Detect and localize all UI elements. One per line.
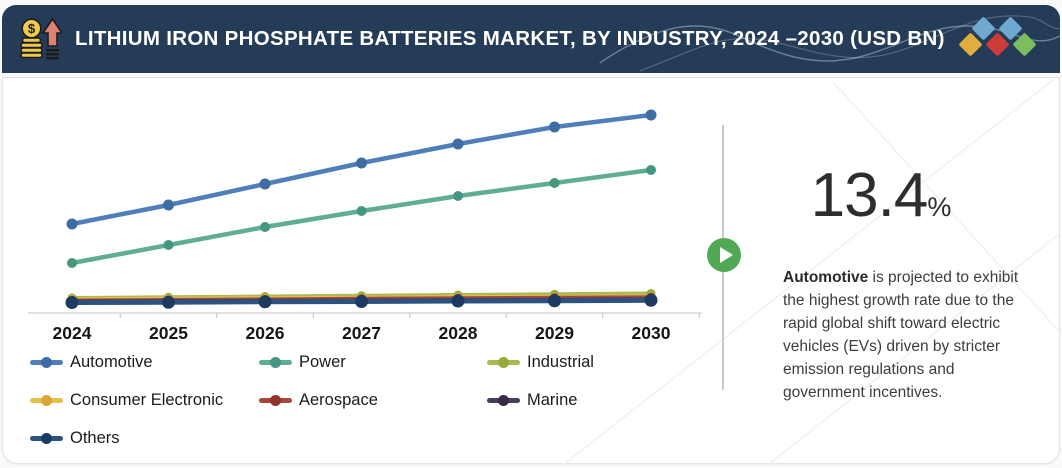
legend-dot-others <box>41 432 52 444</box>
series-marker-power <box>260 222 270 232</box>
x-axis-label-2030: 2030 <box>632 323 671 343</box>
x-axis-label-2028: 2028 <box>439 323 478 343</box>
series-marker-power <box>549 178 560 188</box>
legend-dot-consumer-electronic <box>41 394 52 406</box>
deco-diamond <box>1011 31 1037 57</box>
series-line-power <box>69 167 654 266</box>
play-button[interactable] <box>707 238 741 272</box>
legend-marker-marine <box>487 394 520 406</box>
series-marker-others <box>162 295 175 309</box>
legend-label-others: Others <box>70 428 120 447</box>
legend-marker-others <box>30 432 63 444</box>
series-marker-others <box>548 294 561 308</box>
svg-text:$: $ <box>28 21 36 36</box>
legend-dot-power <box>270 356 281 368</box>
legend-label-consumer-electronic: Consumer Electronic <box>70 390 224 409</box>
legend-marker-aerospace <box>259 394 292 406</box>
x-axis-label-2026: 2026 <box>246 323 285 343</box>
chart-legend: Automotive Power Industrial Consumer Electr… <box>30 343 710 457</box>
series-marker-power <box>453 191 463 201</box>
series-marker-automotive <box>645 109 657 121</box>
series-marker-power <box>163 240 174 250</box>
x-axis-label-2027: 2027 <box>342 323 381 343</box>
series-marker-others <box>644 293 658 307</box>
legend-marker-automotive <box>30 356 63 368</box>
page-title: LITHIUM IRON PHOSPHATE BATTERIES MARKET,… <box>75 27 945 50</box>
legend-item-others: Others <box>30 429 259 448</box>
series-marker-automotive <box>259 178 271 190</box>
series-marker-others <box>355 295 368 308</box>
growth-rate-value: 13.4 <box>810 161 929 230</box>
series-marker-others <box>65 296 79 309</box>
legend-item-industrial: Industrial <box>487 353 697 372</box>
legend-item-power: Power <box>259 353 487 372</box>
legend-marker-industrial <box>487 356 520 368</box>
series-marker-power <box>356 206 367 216</box>
series-marker-automotive <box>452 138 464 150</box>
legend-label-industrial: Industrial <box>527 352 594 371</box>
header-banner: $ LITHIUM IRON PHOSPHATE BATTERIES MARKE… <box>2 5 1060 73</box>
play-icon <box>719 247 733 263</box>
legend-dot-industrial <box>498 356 509 368</box>
legend-label-power: Power <box>299 352 346 371</box>
legend-label-automotive: Automotive <box>70 352 153 371</box>
series-marker-automotive <box>66 218 78 230</box>
series-marker-others <box>451 294 465 308</box>
legend-item-aerospace: Aerospace <box>259 391 487 410</box>
legend-dot-automotive <box>41 356 52 368</box>
legend-label-aerospace: Aerospace <box>299 390 378 409</box>
growth-rate-stat: 13.4% <box>756 165 1006 227</box>
growth-rate-percent-sign: % <box>927 192 952 222</box>
legend-marker-consumer-electronic <box>30 394 63 406</box>
legend-item-consumer-electronic: Consumer Electronic <box>30 391 259 410</box>
series-marker-automotive <box>163 199 174 211</box>
legend-item-marine: Marine <box>487 391 697 410</box>
legend-label-marine: Marine <box>527 390 578 409</box>
legend-dot-marine <box>498 394 509 406</box>
callout-lead: Automotive <box>783 268 869 286</box>
series-marker-power <box>646 165 656 175</box>
legend-item-automotive: Automotive <box>30 353 259 372</box>
legend-marker-power <box>259 356 292 368</box>
callout-body: is projected to exhibit the highest grow… <box>783 268 1019 401</box>
legend-dot-aerospace <box>270 394 281 406</box>
series-marker-automotive <box>356 157 367 169</box>
x-axis-label-2024: 2024 <box>53 323 92 343</box>
x-axis-label-2029: 2029 <box>535 323 574 343</box>
series-marker-automotive <box>549 121 560 133</box>
series-marker-others <box>258 295 272 309</box>
series-marker-power <box>67 258 77 268</box>
growth-callout: Automotive is projected to exhibit the h… <box>783 266 1023 404</box>
market-line-chart: 2024 2025 2026 2027 2028 2029 2030 <box>28 109 702 343</box>
money-growth-icon: $ <box>20 17 62 60</box>
x-axis-label-2025: 2025 <box>149 323 188 343</box>
